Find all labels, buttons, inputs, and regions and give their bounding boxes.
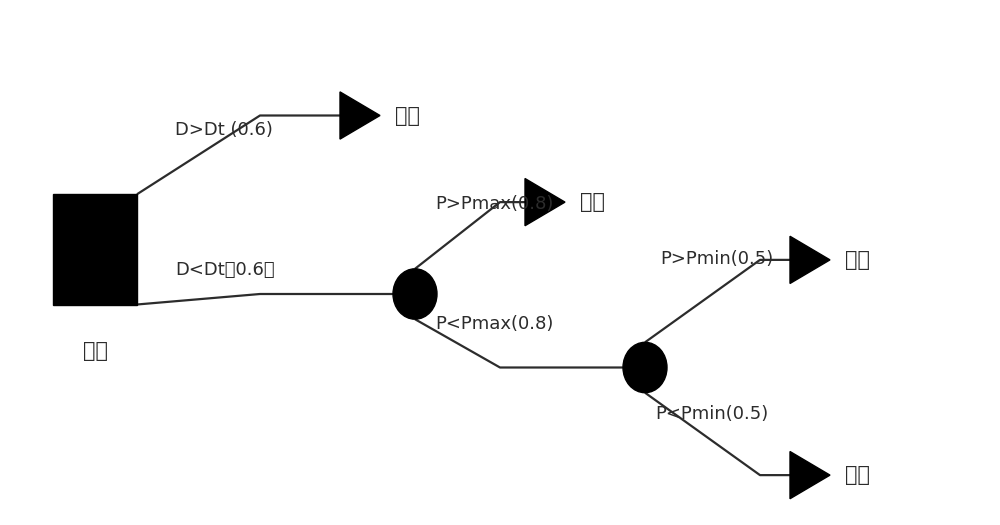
- Text: P>Pmax(0.8): P>Pmax(0.8): [435, 195, 553, 213]
- Polygon shape: [790, 236, 830, 284]
- Text: P>Pmin(0.5): P>Pmin(0.5): [660, 250, 773, 268]
- Text: 死胚: 死胚: [845, 465, 870, 485]
- Polygon shape: [790, 452, 830, 499]
- Ellipse shape: [623, 342, 667, 393]
- Text: 活胚: 活胚: [580, 192, 605, 212]
- Text: P<Pmin(0.5): P<Pmin(0.5): [655, 405, 768, 423]
- Text: D>Dt (0.6): D>Dt (0.6): [175, 121, 273, 139]
- Text: 弱胚: 弱胚: [845, 250, 870, 270]
- Bar: [53, 194, 137, 304]
- Ellipse shape: [393, 269, 437, 319]
- Text: P<Pmax(0.8): P<Pmax(0.8): [435, 316, 553, 333]
- Text: 活胚: 活胚: [395, 106, 420, 125]
- Polygon shape: [525, 178, 565, 226]
- Text: 鸡胚: 鸡胚: [82, 341, 108, 361]
- Polygon shape: [340, 92, 380, 139]
- Text: D<Dt（0.6）: D<Dt（0.6）: [175, 261, 275, 279]
